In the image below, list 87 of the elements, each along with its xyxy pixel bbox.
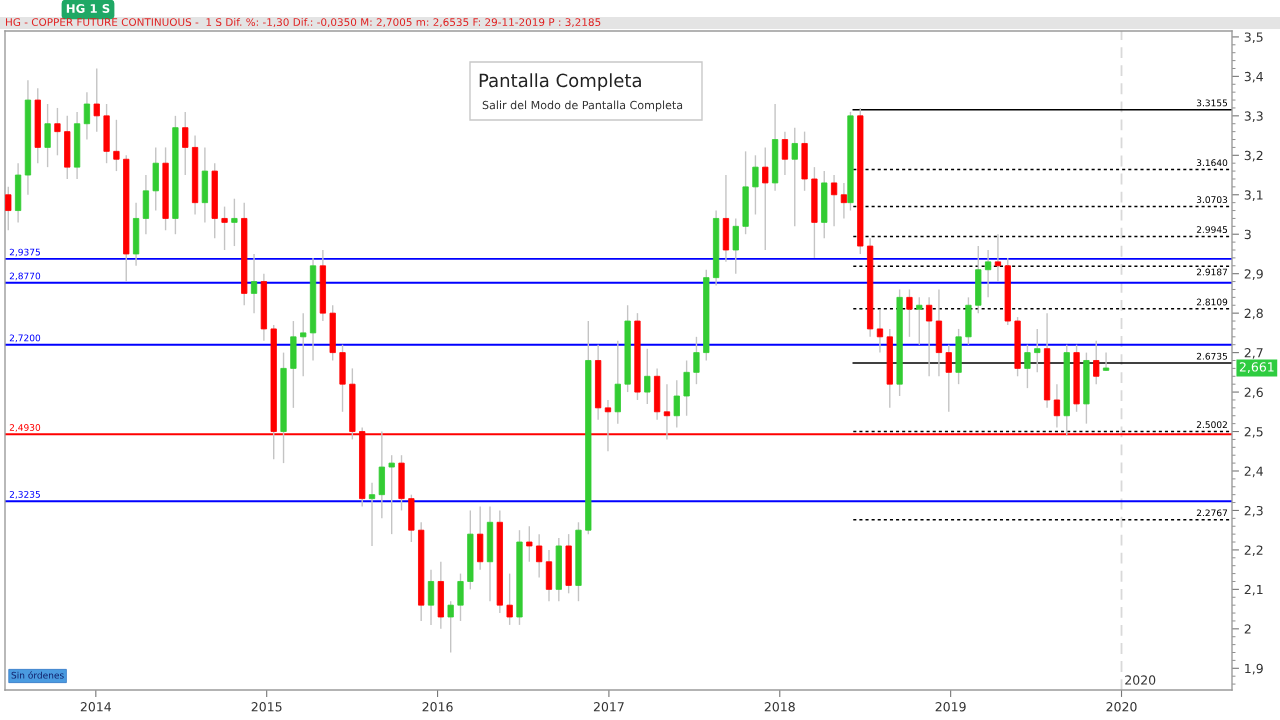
y-tick-label: 3,1 [1244, 190, 1263, 201]
candlestick [830, 174, 838, 228]
candlestick [1093, 340, 1100, 385]
y-tick-label: 2,8 [1244, 308, 1263, 320]
x-tick-label: 2020 [1106, 702, 1137, 712]
candlestick [447, 600, 454, 654]
candlestick [925, 296, 933, 377]
candlestick [536, 533, 543, 579]
x-tick-label: 2019 [935, 702, 966, 712]
x-tick-label: 2017 [593, 702, 624, 712]
candlestick [840, 182, 848, 220]
candlestick [984, 249, 992, 299]
candlestick [526, 525, 533, 563]
candlestick [644, 347, 651, 405]
candlestick [388, 454, 395, 535]
ref-line-label: 2,8770 [9, 272, 41, 281]
candlestick [752, 154, 759, 216]
ref-line-label: 2,3235 [9, 490, 40, 499]
y-tick-label: 2,2 [1244, 545, 1263, 557]
candlestick [732, 217, 739, 275]
chart-subtitle: HG - COPPER FUTURE CONTINUOUS - 1 S Dif. %: -1,30 Dif.: -0,0350 M: 2,7005 m: 2,6535 F: 29-11-2019 P : 3,2185 [6, 17, 601, 28]
candlestick [506, 572, 513, 626]
candlestick [113, 119, 120, 172]
series-label: 3.0703 [1196, 196, 1228, 204]
candlestick [762, 146, 769, 251]
ref-line-label: 2,9375 [9, 248, 40, 257]
candlestick [427, 568, 435, 626]
series-label: 2.9187 [1196, 268, 1228, 276]
candlestick [221, 205, 228, 251]
candlestick [231, 198, 238, 247]
y-tick-label: 3,5 [1244, 32, 1263, 44]
candlestick [457, 572, 464, 622]
candlestick [906, 288, 913, 338]
y-tick-label: 3,3 [1244, 111, 1263, 123]
y-tick-label: 3,2 [1244, 150, 1263, 162]
series-label: 2.9945 [1196, 226, 1228, 233]
y-tick-label: 2,1 [1244, 584, 1263, 596]
candlestick [1034, 328, 1041, 374]
series-label: 3.1640 [1196, 159, 1228, 167]
candlestick [1024, 344, 1031, 389]
candlestick [945, 344, 952, 413]
y-tick-label: 2,6 [1244, 387, 1263, 399]
x-tick-label: 2016 [422, 702, 453, 712]
y-tick-label: 3,4 [1244, 71, 1263, 83]
y-tick-label: 2,7 [1244, 348, 1263, 359]
series-label: 2.5002 [1196, 421, 1227, 429]
candlestick [368, 482, 376, 547]
y-tick-label: 2,3 [1244, 505, 1263, 517]
x-tick-label: 2015 [251, 702, 282, 712]
ref-line-label: 2020 [1125, 675, 1156, 685]
candlestick [693, 336, 700, 385]
annotation: 2,661 [1239, 362, 1274, 373]
candlestick [5, 186, 12, 231]
candlestick [1053, 383, 1061, 429]
candlestick [916, 296, 923, 346]
y-tick-label: 2,9 [1244, 269, 1263, 280]
candlestick [83, 91, 91, 141]
candlestick [673, 379, 680, 429]
series-label: 2.2767 [1196, 509, 1228, 517]
ref-line-label: 2,4930 [9, 424, 41, 432]
chart-title: HG 1 S [66, 4, 110, 13]
y-tick-label: 2 [1244, 624, 1251, 634]
candlestick [93, 67, 100, 133]
x-tick-label: 2014 [80, 702, 112, 712]
annotation: Salir del Modo de Pantalla Completa [482, 100, 683, 112]
annotation: Sin órdenes [11, 671, 64, 679]
candlestick [683, 359, 690, 417]
y-tick-label: 1,9 [1245, 663, 1263, 675]
series-label: 2.8109 [1196, 298, 1228, 306]
candlestick [876, 308, 884, 354]
candlestick [250, 253, 258, 314]
series-label: 2.6735 [1196, 352, 1228, 360]
candlestick [54, 107, 61, 156]
y-tick-label: 3 [1244, 229, 1251, 240]
candlestick [781, 130, 789, 176]
ref-line-label: 2,7200 [9, 334, 41, 343]
candlestick [994, 233, 1002, 283]
candlestick [300, 312, 307, 377]
candlestick [791, 126, 798, 228]
annotation: Pantalla Completa [479, 73, 641, 91]
candlestick [1102, 351, 1110, 372]
x-tick-label: 2018 [764, 702, 795, 712]
y-tick-label: 2,4 [1244, 466, 1263, 478]
candlestick [44, 103, 51, 168]
candlestick [182, 111, 189, 176]
series-label: 3.3155 [1196, 99, 1228, 107]
y-tick-label: 2,5 [1244, 427, 1263, 438]
